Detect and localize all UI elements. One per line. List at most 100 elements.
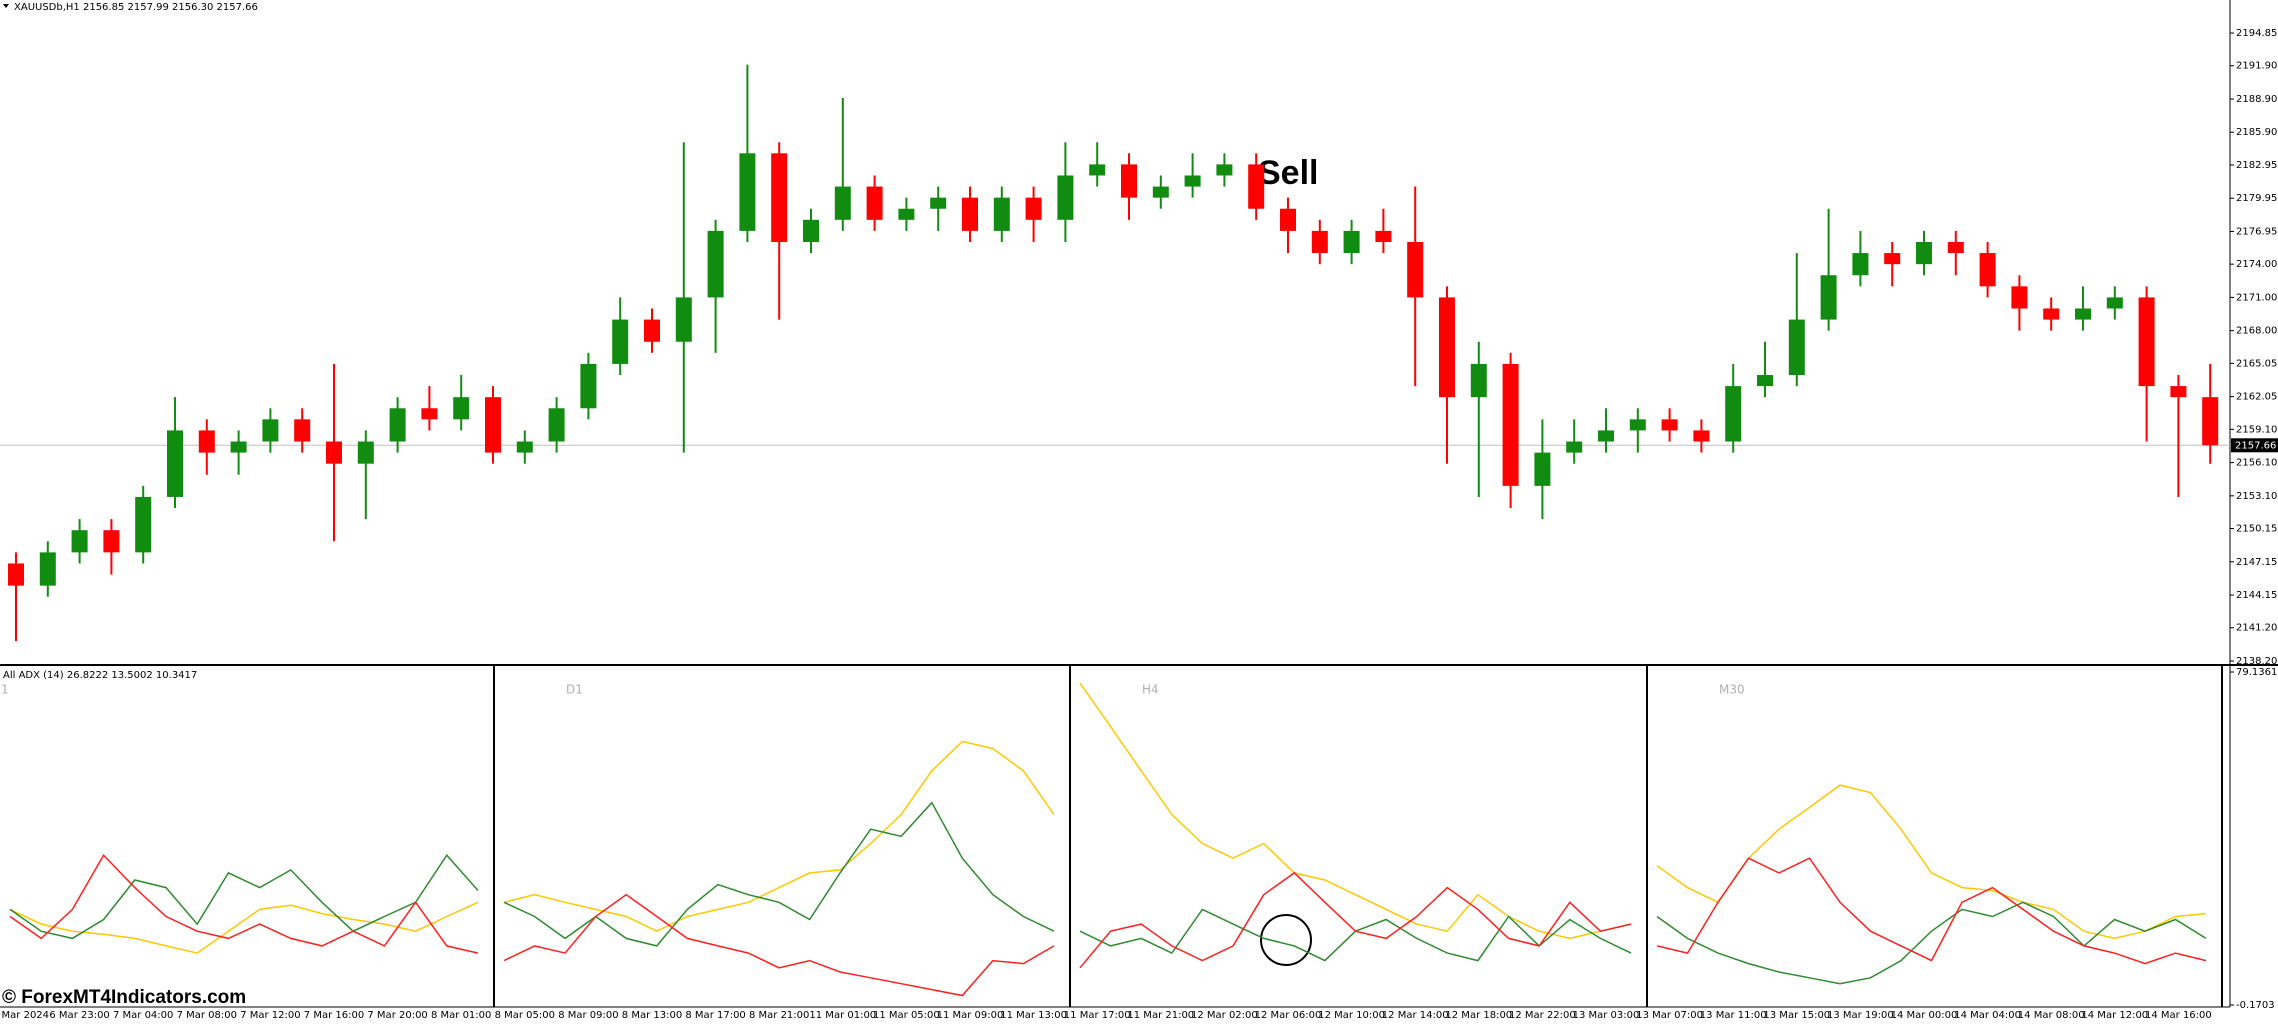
y-tick-label: 2194.85 xyxy=(2236,28,2277,39)
x-tick-label: 14 Mar 08:00 xyxy=(2018,1010,2085,1021)
x-tick-label: 11 Mar 05:00 xyxy=(873,1010,940,1021)
y-tick-label: 2147.15 xyxy=(2236,557,2277,568)
y-tick-label: 2156.10 xyxy=(2236,458,2277,469)
x-tick-label: 11 Mar 01:00 xyxy=(809,1010,876,1021)
candle-body xyxy=(1470,363,1487,398)
candle-body xyxy=(930,197,947,209)
y-tick-label: 2176.95 xyxy=(2236,226,2277,237)
candle-body xyxy=(1916,241,1932,265)
adx-line xyxy=(9,853,479,954)
y-tick-label: 2162.05 xyxy=(2236,392,2277,403)
x-tick-label: 12 Mar 18:00 xyxy=(1445,1010,1512,1021)
candle-body xyxy=(1566,441,1583,453)
last-price-label: 2157.66 xyxy=(2235,440,2276,451)
adx-line xyxy=(1656,901,2207,985)
x-tick-label: 8 Mar 13:00 xyxy=(622,1010,682,1021)
y-tick-label: -0.1703 xyxy=(2236,1000,2275,1011)
candle-body xyxy=(8,563,24,586)
x-tick-label: 5 Mar 2024 xyxy=(0,1010,49,1021)
candle-body xyxy=(1311,230,1328,254)
x-tick-label: 8 Mar 21:00 xyxy=(749,1010,809,1021)
candle-body xyxy=(1884,253,1901,265)
x-tick-label: 11 Mar 13:00 xyxy=(1000,1010,1067,1021)
candle-body xyxy=(834,186,851,220)
x-tick-label: 11 Mar 09:00 xyxy=(937,1010,1004,1021)
adx-line xyxy=(503,740,1055,933)
x-tick-label: 11 Mar 21:00 xyxy=(1127,1010,1194,1021)
candle-body xyxy=(739,153,756,231)
candle-body xyxy=(103,530,120,553)
y-tick-label: 2185.90 xyxy=(2236,127,2277,138)
candle-body xyxy=(2202,397,2219,446)
panel-label: H4 xyxy=(1142,683,1159,697)
candle-body xyxy=(1947,241,1964,254)
candle-body xyxy=(1280,208,1296,231)
candle-body xyxy=(2075,308,2091,320)
symbol-header: XAUUSDb,H1 2156.85 2157.99 2156.30 2157.… xyxy=(14,2,258,13)
y-tick-label: 2168.00 xyxy=(2236,326,2277,337)
candle-body xyxy=(485,397,501,453)
candle-body xyxy=(1184,175,1201,187)
candle-body xyxy=(1693,430,1710,442)
candle-body xyxy=(2043,308,2060,320)
candle-body xyxy=(644,319,660,342)
candle-body xyxy=(1661,419,1678,431)
candle-body xyxy=(1121,164,1137,198)
sell-annotation: Sell xyxy=(1258,154,1318,192)
candle-body xyxy=(1852,253,1869,276)
candle-body xyxy=(771,153,788,242)
y-tick-label: 2165.05 xyxy=(2236,358,2277,369)
candle-body xyxy=(2011,286,2028,309)
x-tick-label: 12 Mar 02:00 xyxy=(1191,1010,1258,1021)
x-tick-label: 7 Mar 08:00 xyxy=(177,1010,237,1021)
x-tick-label: 8 Mar 01:00 xyxy=(431,1010,491,1021)
x-tick-label: 13 Mar 07:00 xyxy=(1636,1010,1703,1021)
x-tick-label: 7 Mar 04:00 xyxy=(113,1010,173,1021)
x-tick-label: 7 Mar 16:00 xyxy=(304,1010,364,1021)
x-tick-label: 13 Mar 15:00 xyxy=(1763,1010,1830,1021)
adx-line xyxy=(1079,871,1632,969)
candle-body xyxy=(2138,297,2155,387)
candle-body xyxy=(1025,197,1042,220)
candle-body xyxy=(198,430,215,453)
y-tick-label: 79.1361 xyxy=(2236,667,2277,678)
last-price-box xyxy=(2231,438,2278,453)
x-tick-label: 7 Mar 20:00 xyxy=(367,1010,427,1021)
candle-body xyxy=(326,441,342,464)
panel-label: D1 xyxy=(566,683,583,697)
x-tick-label: 11 Mar 17:00 xyxy=(1064,1010,1131,1021)
adx-line xyxy=(1656,857,2207,965)
candle-body xyxy=(612,319,629,364)
candle-body xyxy=(1979,253,1996,287)
x-tick-label: 12 Mar 22:00 xyxy=(1509,1010,1576,1021)
candle-body xyxy=(294,419,311,442)
candle-body xyxy=(421,408,438,420)
candle-body xyxy=(707,230,724,298)
candle-body xyxy=(357,441,374,464)
x-tick-label: 8 Mar 05:00 xyxy=(495,1010,555,1021)
x-tick-label: 14 Mar 00:00 xyxy=(1891,1010,1958,1021)
panel-label: H1 xyxy=(0,683,9,697)
candle-body xyxy=(675,297,692,342)
x-tick-label: 12 Mar 14:00 xyxy=(1382,1010,1449,1021)
candle-body xyxy=(1788,319,1805,376)
dropdown-icon xyxy=(3,4,9,8)
x-tick-label: 6 Mar 23:00 xyxy=(49,1010,109,1021)
candle-body xyxy=(516,441,533,453)
x-tick-label: 7 Mar 12:00 xyxy=(240,1010,300,1021)
x-tick-label: 12 Mar 06:00 xyxy=(1255,1010,1322,1021)
candle-body xyxy=(230,441,247,453)
x-tick-label: 13 Mar 11:00 xyxy=(1700,1010,1767,1021)
candle-body xyxy=(1502,363,1519,486)
candle-body xyxy=(1629,419,1646,431)
candle-body xyxy=(1757,375,1773,387)
candle-body xyxy=(1216,164,1233,176)
adx-line xyxy=(1079,682,1632,940)
indicator-header: All ADX (14) 26.8222 13.5002 10.3417 xyxy=(3,670,197,681)
x-tick-label: 14 Mar 12:00 xyxy=(2081,1010,2148,1021)
x-tick-label: 13 Mar 03:00 xyxy=(1573,1010,1640,1021)
candle-body xyxy=(1057,175,1074,220)
x-tick-label: 13 Mar 19:00 xyxy=(1827,1010,1894,1021)
